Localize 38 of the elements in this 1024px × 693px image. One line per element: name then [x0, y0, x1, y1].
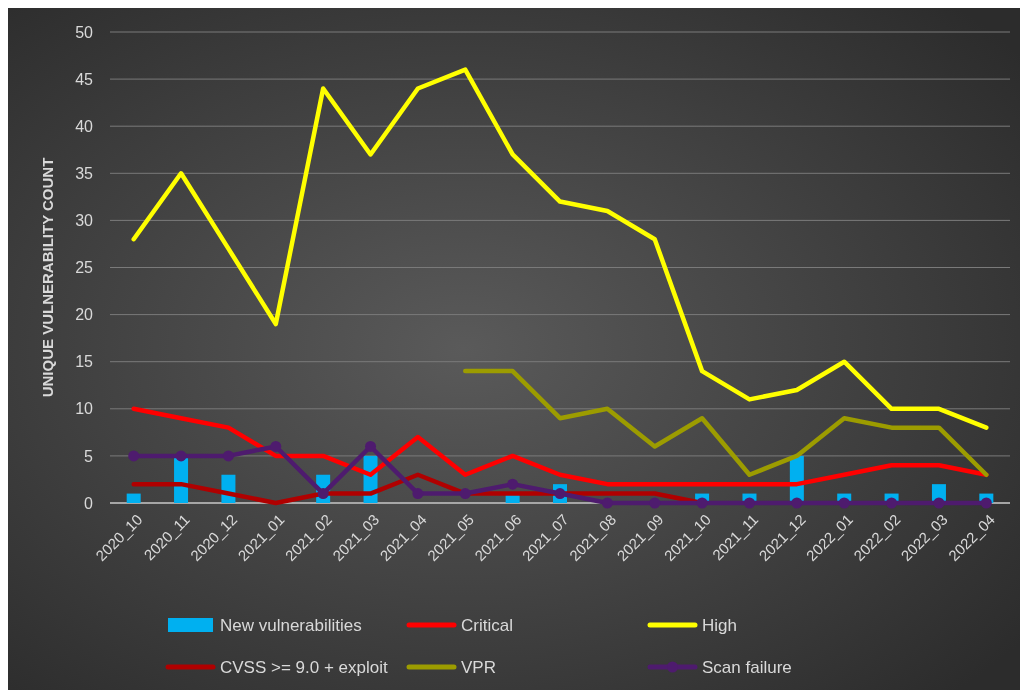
y-axis-title: UNIQUE VULNERABILITY COUNT: [39, 157, 57, 398]
point: [649, 497, 661, 509]
y-tick-label: 45: [75, 70, 94, 88]
legend-label: Critical: [461, 615, 513, 635]
point: [933, 497, 945, 509]
line-series: [463, 368, 989, 477]
point: [980, 497, 992, 509]
y-tick-label: 10: [75, 400, 94, 418]
y-tick-label: 40: [75, 117, 94, 135]
legend-label: New vulnerabilities: [220, 615, 362, 635]
point: [886, 497, 898, 509]
y-tick-label: 35: [75, 164, 94, 182]
legend-label: CVSS >= 9.0 + exploit: [220, 657, 389, 677]
legend-label: Scan failure: [702, 657, 792, 677]
point: [365, 440, 377, 452]
y-tick-label: 20: [75, 306, 94, 324]
legend-label: High: [702, 615, 737, 635]
point: [222, 450, 234, 462]
legend-label: VPR: [461, 657, 496, 677]
line-series: [131, 67, 989, 430]
point: [175, 450, 187, 462]
point: [696, 497, 708, 509]
point: [270, 440, 282, 452]
point: [838, 497, 850, 509]
point: [459, 488, 471, 500]
y-tick-label: 30: [75, 212, 94, 229]
y-tick-label: 5: [84, 447, 94, 465]
point: [412, 488, 424, 500]
point: [601, 497, 613, 509]
point: [507, 478, 519, 490]
point: [743, 497, 755, 509]
y-tick-label: 0: [84, 494, 94, 512]
point: [128, 450, 140, 462]
point: [791, 497, 803, 509]
bar: [126, 493, 141, 503]
y-tick-label: 50: [75, 23, 94, 41]
y-tick-label: 15: [75, 353, 94, 371]
y-tick-label: 25: [75, 259, 94, 277]
